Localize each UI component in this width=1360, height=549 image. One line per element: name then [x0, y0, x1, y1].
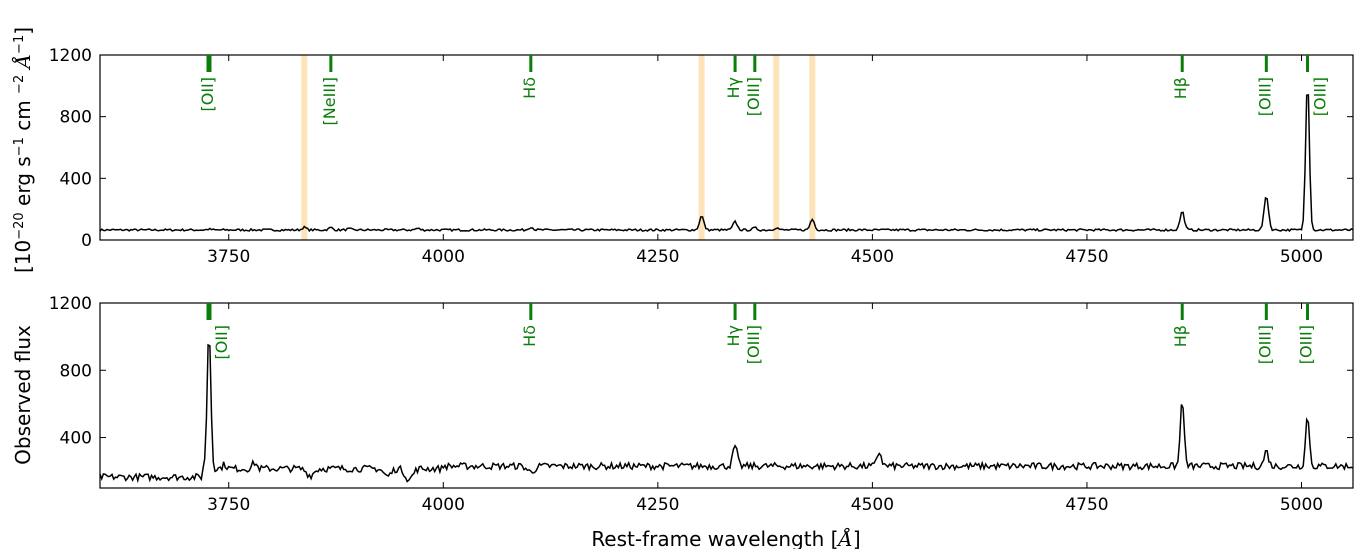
x-tick-label: 4750 — [1065, 495, 1108, 515]
x-tick-label: 3750 — [207, 247, 250, 267]
emission-line-label: [OIII] — [744, 77, 763, 116]
emission-line-label: Hγ — [724, 325, 743, 347]
y-tick-label: 1200 — [49, 294, 92, 314]
x-axis-label: Rest-frame wavelength [Å] — [591, 526, 860, 549]
plot-frame — [99, 302, 1354, 489]
masked-region — [698, 55, 705, 240]
x-tick-label: 4500 — [851, 247, 894, 267]
masked-region — [301, 55, 308, 240]
y-tick-label: 1200 — [49, 46, 92, 66]
top-ylabel: [10−20 erg s−1 cm −2 Å−1] — [10, 27, 35, 273]
x-tick-label: 4500 — [851, 495, 894, 515]
x-tick-label: 4000 — [422, 495, 465, 515]
emission-line-label: [OIII] — [1255, 77, 1274, 116]
y-tick-label: 400 — [60, 169, 92, 189]
x-tick-label: 4250 — [636, 495, 679, 515]
masked-region — [773, 55, 780, 240]
spectrum-line — [99, 343, 1354, 484]
emission-line-label: [OIII] — [1297, 325, 1316, 364]
y-tick-label: 400 — [60, 429, 92, 449]
emission-line-label: Hβ — [1171, 77, 1190, 99]
emission-line-label: [OIII] — [1255, 325, 1274, 364]
y-tick-label: 800 — [60, 108, 92, 128]
plot-frame — [99, 54, 1354, 241]
x-tick-label: 4250 — [636, 247, 679, 267]
x-tick-label: 4000 — [422, 247, 465, 267]
y-tick-label: 800 — [60, 361, 92, 381]
y-tick-label: 0 — [81, 231, 92, 251]
bottom-panel: 3750 4000 4250 4500 4750 5000 400 800 1200 [OII] H… — [49, 294, 1354, 515]
emission-line-label: [OIII] — [1311, 77, 1330, 116]
x-tick-label: 3750 — [207, 495, 250, 515]
top-panel: 3750 4000 4250 4500 4750 5000 0 400 800 1200 [OII]… — [49, 46, 1354, 267]
emission-line-label: [NeIII] — [320, 77, 339, 125]
emission-line-label: [OII] — [198, 77, 217, 112]
bottom-ylabel: Observed flux — [11, 325, 35, 465]
x-tick-label: 5000 — [1280, 247, 1323, 267]
emission-line-label: Hβ — [1171, 325, 1190, 347]
spectrum-line — [99, 94, 1354, 233]
emission-line-label: [OII] — [212, 325, 231, 360]
masked-region — [809, 55, 816, 240]
emission-line-label: [OIII] — [744, 325, 763, 364]
emission-line-label: Hγ — [724, 77, 743, 99]
x-tick-label: 4750 — [1065, 247, 1108, 267]
x-tick-label: 5000 — [1280, 495, 1323, 515]
emission-line-label: Hδ — [520, 77, 539, 99]
emission-line-label: Hδ — [520, 325, 539, 347]
